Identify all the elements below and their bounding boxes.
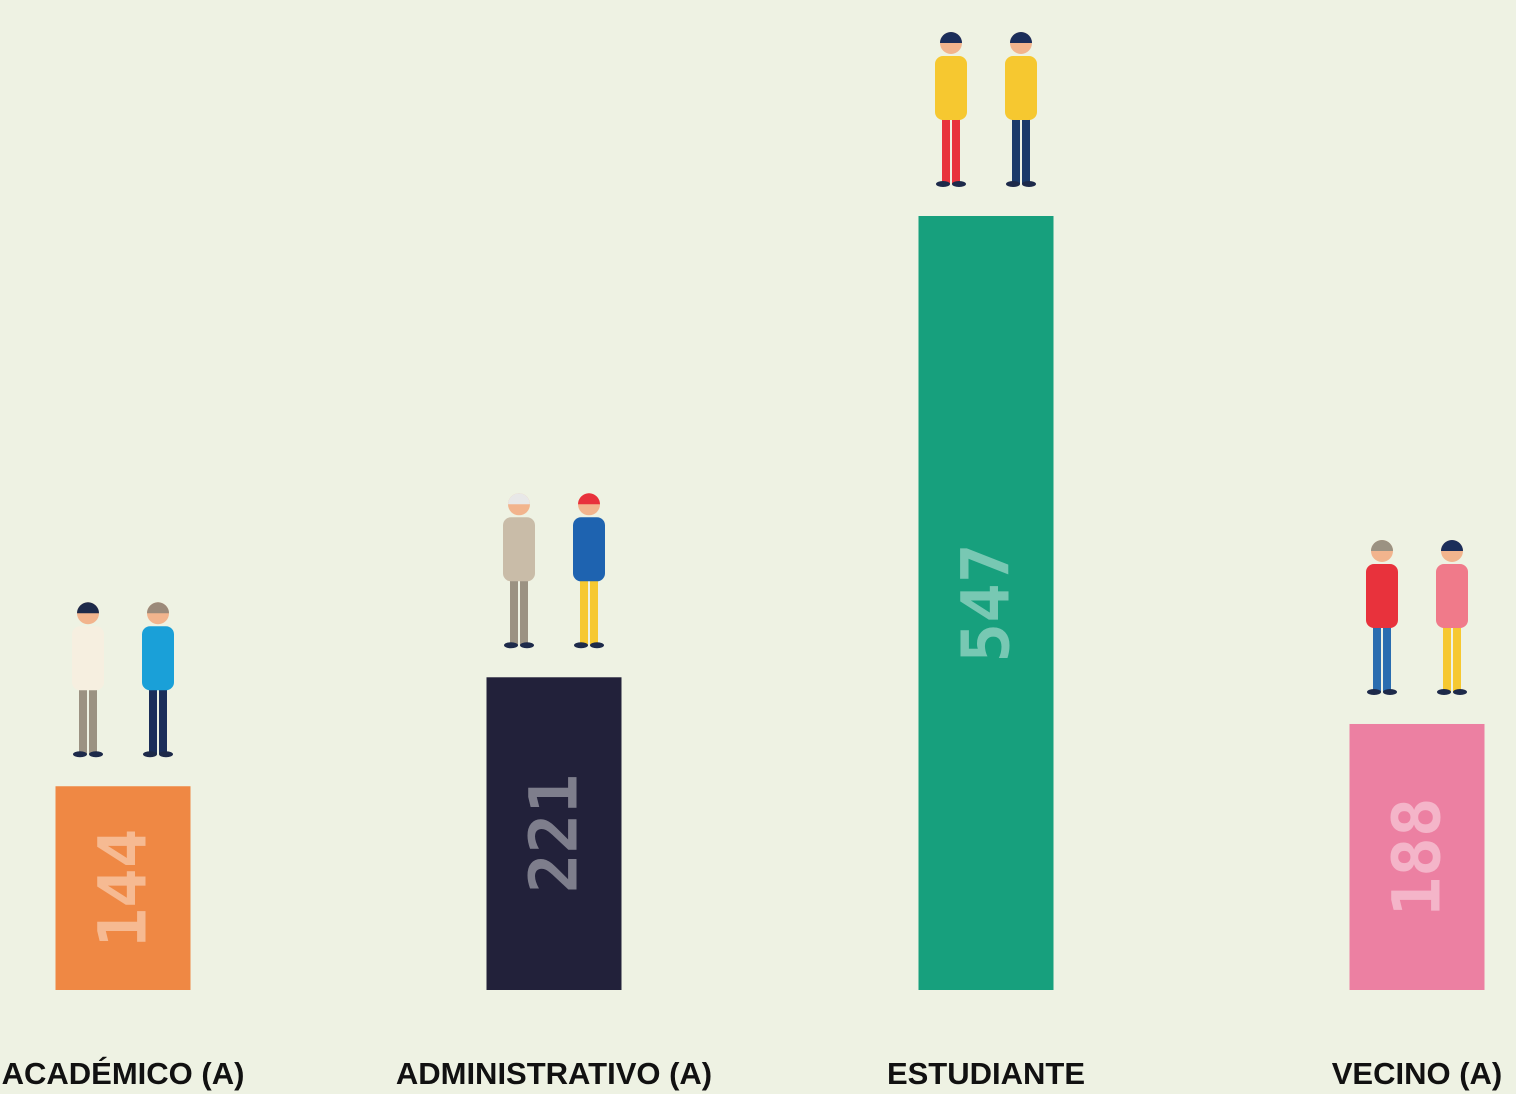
person-leg [1453, 623, 1461, 692]
person-body [573, 517, 605, 582]
person-body [142, 626, 174, 691]
person-leg [149, 686, 157, 755]
person-body [1366, 563, 1398, 628]
person-illustration [503, 493, 535, 649]
person-leg [159, 686, 167, 755]
person-leg [952, 116, 960, 184]
bar [486, 677, 622, 990]
person-leg [510, 577, 518, 646]
person-shoe [159, 751, 173, 758]
person-leg [1443, 623, 1451, 692]
person-hair [77, 602, 99, 614]
person-shoe [520, 642, 534, 649]
value-label: 188 [1379, 797, 1456, 916]
person-hair [1371, 539, 1393, 551]
person-shoe [504, 642, 518, 649]
person-illustration [1005, 32, 1037, 187]
bar [55, 786, 191, 990]
person-shoe [936, 181, 950, 187]
person-illustration [142, 602, 174, 758]
category-label: ADMINISTRATIVO (A) [396, 1056, 712, 1091]
person-illustration [573, 493, 605, 649]
person-hair [1010, 32, 1032, 43]
category-label: ESTUDIANTE [887, 1056, 1085, 1091]
illustrations [72, 32, 1468, 758]
person-body [935, 56, 967, 120]
person-shoe [1367, 688, 1381, 695]
person-illustration [1366, 539, 1398, 695]
person-leg [79, 686, 87, 755]
person-leg [89, 686, 97, 755]
value-label: 144 [85, 829, 162, 948]
person-body [1005, 56, 1037, 120]
value-label: 221 [516, 774, 593, 893]
value-label: 547 [948, 543, 1025, 662]
person-leg [520, 577, 528, 646]
person-illustration [935, 32, 967, 187]
person-hair [578, 493, 600, 505]
person-shoe [143, 751, 157, 758]
person-body [503, 517, 535, 582]
category-label: VECINO (A) [1332, 1056, 1503, 1091]
person-leg [1383, 623, 1391, 692]
person-body [72, 626, 104, 691]
bar [1349, 723, 1485, 990]
person-shoe [89, 751, 103, 758]
person-shoe [952, 181, 966, 187]
person-shoe [73, 751, 87, 758]
category-label: ACADÉMICO (A) [2, 1056, 245, 1091]
person-hair [940, 32, 962, 43]
person-hair [147, 602, 169, 614]
person-shoe [574, 642, 588, 649]
person-shoe [1453, 688, 1467, 695]
person-hair [508, 493, 530, 505]
person-leg [1373, 623, 1381, 692]
bar [918, 216, 1054, 990]
person-leg [1022, 116, 1030, 184]
person-body [1436, 563, 1468, 628]
person-leg [580, 577, 588, 646]
person-illustration [72, 602, 104, 758]
person-shoe [1437, 688, 1451, 695]
person-shoe [590, 642, 604, 649]
person-hair [1441, 539, 1463, 551]
person-shoe [1383, 688, 1397, 695]
person-leg [942, 116, 950, 184]
person-leg [1012, 116, 1020, 184]
person-illustration [1436, 539, 1468, 695]
person-shoe [1022, 181, 1036, 187]
person-shoe [1006, 181, 1020, 187]
person-leg [590, 577, 598, 646]
